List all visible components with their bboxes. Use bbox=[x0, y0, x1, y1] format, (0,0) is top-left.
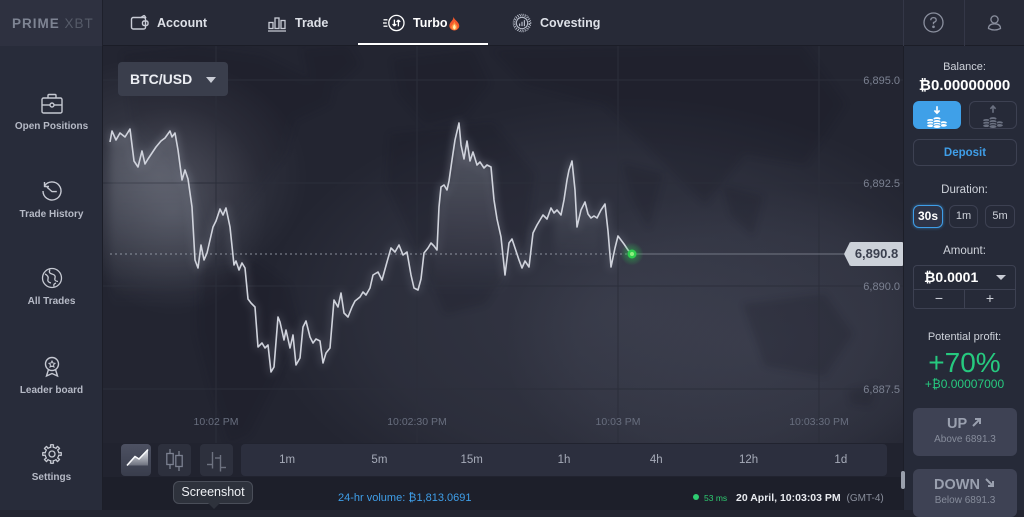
svg-text:6,887.5: 6,887.5 bbox=[863, 384, 900, 396]
svg-text:6,895.0: 6,895.0 bbox=[863, 75, 900, 87]
svg-text:10:02 PM: 10:02 PM bbox=[194, 416, 239, 428]
svg-text:6,892.5: 6,892.5 bbox=[863, 178, 900, 190]
svg-text:10:02:30 PM: 10:02:30 PM bbox=[387, 416, 447, 428]
svg-text:10:03:30 PM: 10:03:30 PM bbox=[789, 416, 849, 428]
svg-text:6,890.0: 6,890.0 bbox=[863, 281, 900, 293]
svg-text:10:03 PM: 10:03 PM bbox=[596, 416, 641, 428]
